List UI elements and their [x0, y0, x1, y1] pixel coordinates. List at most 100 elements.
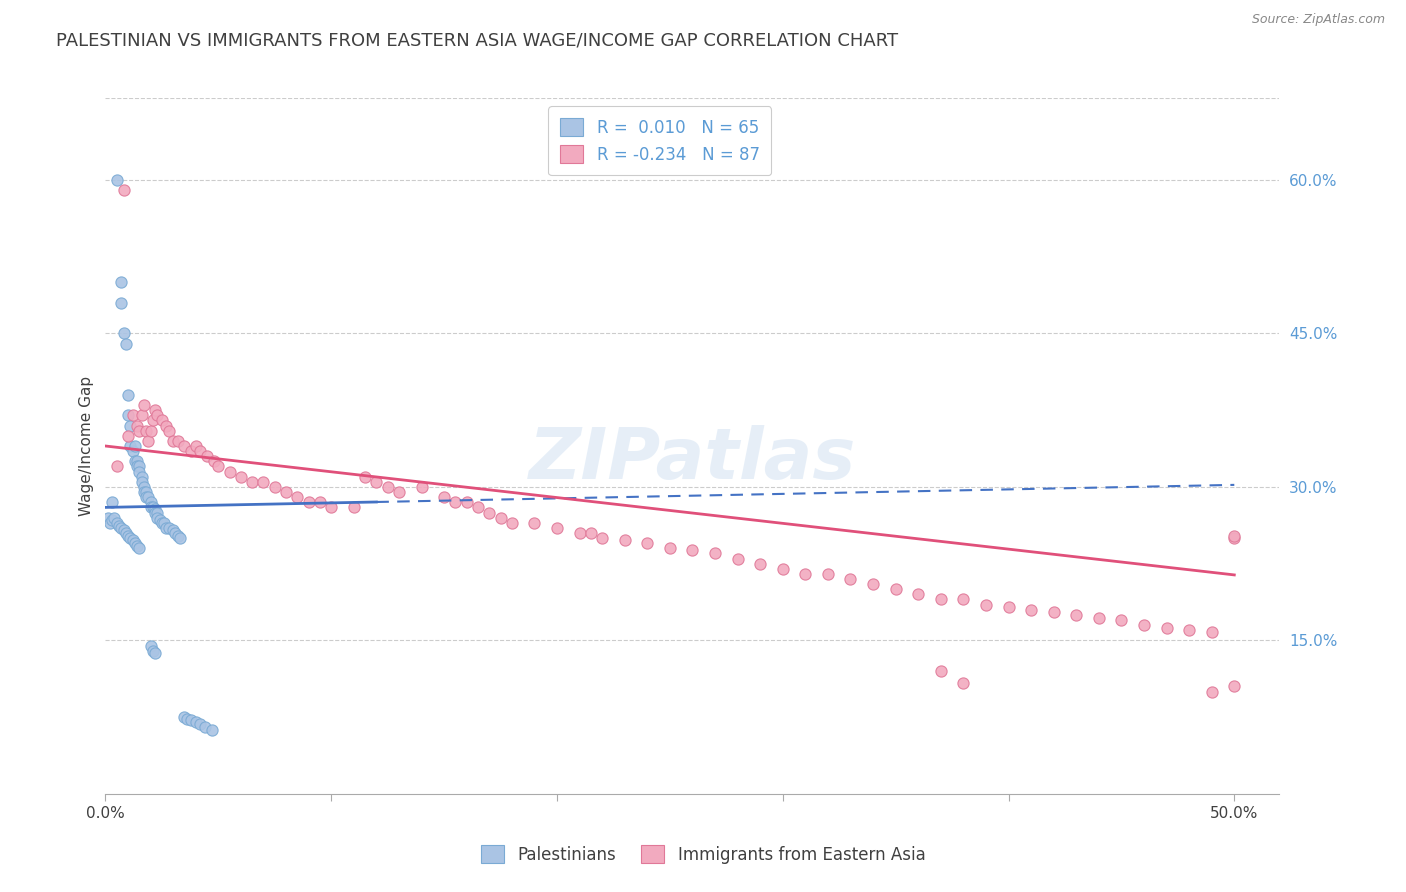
- Point: [1223, 529, 1246, 543]
- Point: [143, 506, 166, 520]
- Point: [929, 592, 952, 607]
- Point: [157, 424, 180, 438]
- Point: [112, 183, 135, 197]
- Point: [120, 531, 142, 545]
- Point: [105, 459, 128, 474]
- Point: [467, 500, 489, 515]
- Point: [1064, 607, 1087, 622]
- Point: [433, 490, 456, 504]
- Point: [146, 506, 169, 520]
- Point: [658, 541, 681, 556]
- Point: [124, 454, 146, 468]
- Point: [150, 516, 173, 530]
- Point: [817, 566, 839, 581]
- Point: [128, 541, 150, 556]
- Point: [143, 403, 166, 417]
- Point: [444, 495, 467, 509]
- Point: [125, 459, 148, 474]
- Point: [366, 475, 388, 489]
- Point: [1201, 625, 1223, 640]
- Point: [139, 424, 162, 438]
- Point: [411, 480, 433, 494]
- Point: [727, 551, 749, 566]
- Point: [176, 712, 198, 726]
- Point: [98, 516, 121, 530]
- Point: [252, 475, 274, 489]
- Point: [131, 475, 153, 489]
- Text: ZIPatlas: ZIPatlas: [529, 425, 856, 494]
- Point: [681, 543, 703, 558]
- Point: [184, 439, 207, 453]
- Point: [974, 598, 997, 612]
- Point: [105, 173, 128, 187]
- Point: [997, 599, 1019, 614]
- Text: PALESTINIAN VS IMMIGRANTS FROM EASTERN ASIA WAGE/INCOME GAP CORRELATION CHART: PALESTINIAN VS IMMIGRANTS FROM EASTERN A…: [56, 31, 898, 49]
- Point: [218, 465, 240, 479]
- Point: [636, 536, 658, 550]
- Point: [579, 526, 602, 541]
- Point: [138, 434, 160, 448]
- Point: [128, 459, 150, 474]
- Point: [298, 495, 321, 509]
- Point: [117, 388, 139, 402]
- Point: [501, 516, 523, 530]
- Point: [952, 676, 974, 690]
- Point: [188, 444, 211, 458]
- Point: [523, 516, 546, 530]
- Point: [125, 539, 148, 553]
- Point: [184, 715, 207, 730]
- Point: [162, 523, 184, 537]
- Point: [139, 495, 162, 509]
- Point: [110, 521, 132, 535]
- Point: [749, 557, 772, 571]
- Point: [388, 485, 411, 500]
- Point: [1223, 680, 1246, 694]
- Point: [135, 490, 157, 504]
- Point: [202, 454, 225, 468]
- Point: [263, 480, 285, 494]
- Point: [108, 518, 131, 533]
- Point: [195, 449, 218, 463]
- Point: [862, 577, 884, 591]
- Point: [150, 413, 173, 427]
- Point: [112, 523, 135, 537]
- Point: [132, 480, 155, 494]
- Point: [173, 710, 195, 724]
- Point: [101, 513, 124, 527]
- Point: [131, 469, 153, 483]
- Point: [354, 469, 377, 483]
- Point: [1019, 603, 1042, 617]
- Point: [121, 533, 143, 548]
- Point: [240, 475, 263, 489]
- Point: [155, 521, 177, 535]
- Point: [114, 336, 136, 351]
- Point: [146, 409, 169, 423]
- Point: [884, 582, 907, 597]
- Point: [1133, 618, 1156, 632]
- Point: [207, 459, 229, 474]
- Point: [1223, 531, 1246, 545]
- Point: [110, 275, 132, 289]
- Point: [794, 566, 817, 581]
- Point: [169, 531, 191, 545]
- Point: [166, 434, 188, 448]
- Legend: R =  0.010   N = 65, R = -0.234   N = 87: R = 0.010 N = 65, R = -0.234 N = 87: [548, 106, 770, 176]
- Point: [112, 326, 135, 341]
- Point: [1178, 623, 1201, 637]
- Point: [1156, 621, 1178, 635]
- Point: [103, 510, 125, 524]
- Point: [117, 529, 139, 543]
- Point: [929, 664, 952, 678]
- Point: [157, 521, 180, 535]
- Point: [489, 510, 512, 524]
- Point: [377, 480, 399, 494]
- Point: [132, 485, 155, 500]
- Point: [188, 717, 211, 731]
- Point: [166, 529, 188, 543]
- Point: [149, 513, 172, 527]
- Point: [120, 418, 142, 433]
- Point: [142, 500, 165, 515]
- Point: [128, 424, 150, 438]
- Y-axis label: Wage/Income Gap: Wage/Income Gap: [79, 376, 94, 516]
- Point: [274, 485, 297, 500]
